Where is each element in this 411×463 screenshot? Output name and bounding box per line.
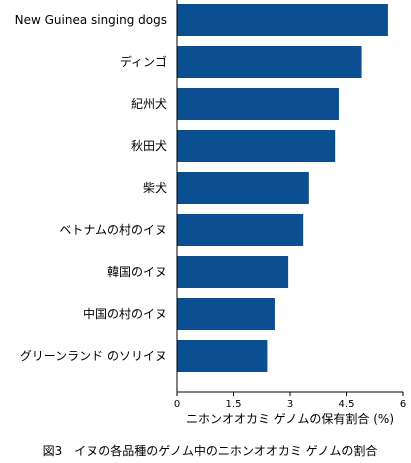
category-label: 紀州犬	[131, 97, 167, 111]
x-axis: 0 1.5 3 4.5 6	[174, 0, 406, 410]
category-label: 中国の村のイヌ	[83, 306, 167, 321]
category-label: ベトナムの村のイヌ	[59, 223, 167, 237]
category-label: ディンゴ	[120, 54, 167, 69]
x-tick-label: 0	[174, 399, 180, 410]
figure-caption: 図3 イヌの各品種のゲノム中のニホンオオカミ ゲノムの割合	[43, 443, 378, 458]
category-label: 韓国のイヌ	[107, 265, 167, 279]
category-label: 秋田犬	[131, 139, 167, 153]
bar	[177, 298, 275, 330]
bar	[177, 172, 309, 204]
bar	[177, 130, 336, 162]
category-labels: New Guinea singing dogs ディンゴ紀州犬秋田犬柴犬ベトナムの…	[15, 13, 167, 363]
bar	[177, 88, 339, 120]
x-tick-label: 6	[400, 399, 406, 410]
bar	[177, 46, 362, 78]
bar	[177, 340, 268, 372]
x-tick-label: 4.5	[339, 399, 355, 410]
bar	[177, 256, 289, 288]
bars-group	[177, 4, 388, 372]
bar	[177, 214, 304, 246]
category-label: New Guinea singing dogs	[15, 13, 167, 27]
bar	[177, 4, 388, 36]
x-tick-label: 3	[287, 399, 293, 410]
x-tick-label: 1.5	[226, 399, 242, 410]
category-label: グリーンランド のソリイヌ	[20, 349, 167, 363]
x-axis-title: ニホンオオカミ ゲノムの保有割合 (%)	[186, 411, 394, 426]
category-label: 柴犬	[143, 181, 167, 195]
